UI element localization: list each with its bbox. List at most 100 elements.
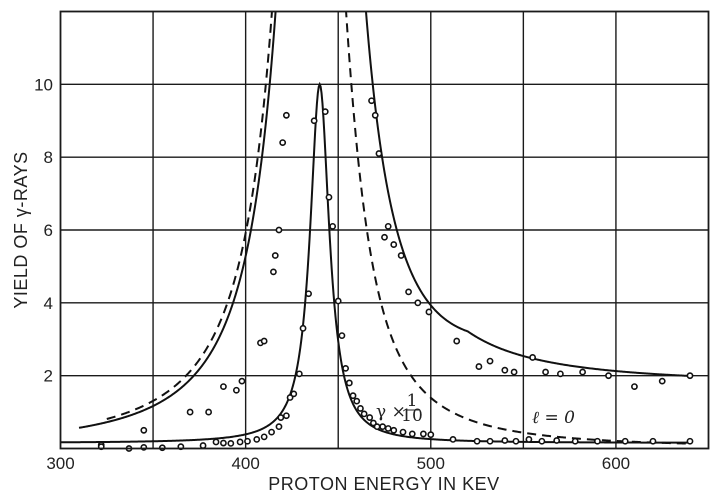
data-point-scaled <box>538 437 546 445</box>
series-line-l0-theory <box>106 11 691 445</box>
data-point-scaled <box>571 437 579 445</box>
data-point-measured <box>238 377 246 385</box>
data-point-scaled <box>220 439 227 447</box>
data-point-scaled <box>390 426 398 434</box>
data-point-measured <box>501 366 509 374</box>
series-line-measured <box>78 11 691 429</box>
data-point-scaled <box>199 442 207 449</box>
data-point-measured <box>271 252 279 259</box>
data-point-scaled <box>473 437 481 445</box>
data-point-scaled <box>290 390 298 398</box>
data-point-scaled <box>329 222 337 230</box>
data-point-scaled <box>512 437 520 445</box>
data-point-measured <box>232 386 240 394</box>
data-point-scaled <box>338 332 346 340</box>
data-point-scaled <box>295 370 303 378</box>
data-point-scaled <box>419 430 427 438</box>
data-point-scaled <box>353 397 361 405</box>
data-point-scaled <box>553 437 561 444</box>
series-line-scaled <box>60 81 690 444</box>
data-point-scaled <box>686 437 694 445</box>
data-point-scaled <box>310 117 318 125</box>
x-tick-label: 500 <box>417 454 445 473</box>
plot-frame <box>59 10 710 450</box>
data-point-measured <box>384 222 392 230</box>
data-point-measured <box>453 337 461 345</box>
data-points <box>97 97 694 452</box>
data-point-scaled <box>236 438 244 446</box>
data-point-scaled <box>212 438 220 446</box>
data-point-measured <box>686 372 694 380</box>
data-point-scaled <box>260 433 268 441</box>
data-point-measured <box>275 226 283 234</box>
data-point-scaled <box>621 437 629 445</box>
data-point-measured <box>282 111 290 119</box>
data-point-measured <box>220 383 227 390</box>
tick-labels: 300 400 500 600 2 4 6 8 10 <box>34 75 630 473</box>
data-point-scaled <box>366 414 374 421</box>
data-point-scaled <box>525 435 533 443</box>
data-point-measured <box>579 368 587 376</box>
data-point-scaled <box>379 423 387 431</box>
data-point-measured <box>375 150 383 157</box>
y-tick-label: 8 <box>44 148 53 167</box>
data-point-scaled <box>299 324 307 332</box>
data-point-measured <box>260 337 268 345</box>
data-point-measured <box>414 299 422 307</box>
data-point-measured <box>368 97 375 105</box>
data-point-scaled <box>384 425 392 432</box>
data-point-scaled <box>345 379 353 387</box>
data-point-measured <box>605 372 612 380</box>
data-point-scaled <box>360 410 368 418</box>
annotation-l-equals-zero: ℓ = 0 <box>532 408 575 428</box>
x-axis-label: PROTON ENERGY IN KEV <box>268 474 499 494</box>
x-tick-label: 400 <box>231 454 259 473</box>
data-point-measured <box>510 368 518 376</box>
data-point-scaled <box>399 428 407 436</box>
y-tick-label: 10 <box>34 75 53 94</box>
data-point-scaled <box>334 297 342 305</box>
y-tick-label: 6 <box>44 221 53 240</box>
y-tick-label: 2 <box>44 367 53 386</box>
data-point-scaled <box>321 108 329 116</box>
data-point-measured <box>371 111 379 119</box>
data-point-scaled <box>342 364 350 372</box>
y-tick-label: 4 <box>44 294 53 313</box>
data-point-scaled <box>357 405 364 412</box>
data-point-measured <box>529 354 537 361</box>
data-point-measured <box>397 252 405 259</box>
data-point-scaled <box>649 437 657 445</box>
annotation-gamma-scale: γ × 1 10 <box>376 391 423 426</box>
data-point-scaled <box>305 290 312 298</box>
annotation-gamma-text: γ × <box>376 402 406 422</box>
data-point-scaled <box>244 437 251 445</box>
data-point-measured <box>486 357 494 365</box>
data-point-measured <box>390 241 398 248</box>
data-point-scaled <box>373 423 381 431</box>
data-point-scaled <box>349 392 357 400</box>
data-point-scaled <box>253 435 261 443</box>
data-point-scaled <box>427 431 435 439</box>
data-point-scaled <box>449 435 457 443</box>
data-point-scaled <box>501 437 509 444</box>
data-point-scaled <box>486 437 494 445</box>
data-point-measured <box>405 288 412 296</box>
data-point-measured <box>270 268 277 276</box>
data-point-measured <box>186 408 194 416</box>
x-tick-label: 600 <box>602 454 630 473</box>
annotation-fraction-denominator: 10 <box>401 406 423 426</box>
data-point-measured <box>140 426 148 434</box>
data-point-scaled <box>594 437 601 445</box>
data-point-measured <box>631 383 638 390</box>
data-point-scaled <box>408 430 416 438</box>
data-point-measured <box>658 377 666 385</box>
data-point-measured <box>556 370 564 378</box>
data-point-measured <box>205 408 213 416</box>
data-point-scaled <box>268 428 275 436</box>
data-point-measured <box>425 308 433 316</box>
data-point-scaled <box>227 440 235 447</box>
data-point-scaled <box>277 414 285 421</box>
grid <box>60 11 709 449</box>
data-point-measured <box>279 139 287 146</box>
